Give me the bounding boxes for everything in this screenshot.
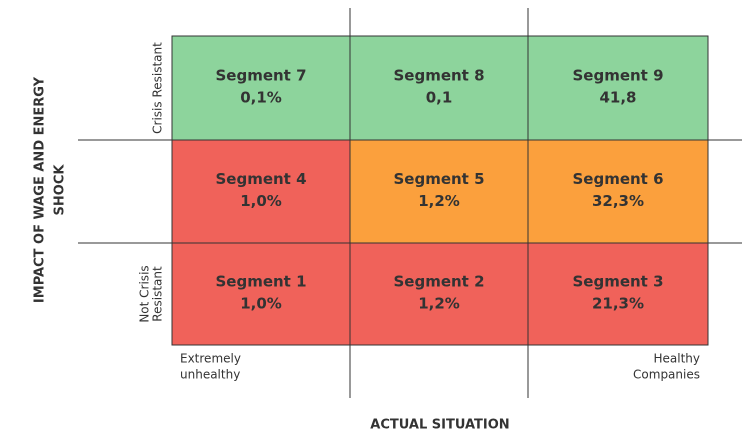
x-right-label: Companies [633,368,700,382]
segment-value: 1,0% [240,295,282,313]
row-label: Crisis Resistant [151,42,165,134]
segment-value: 1,2% [418,192,460,210]
segment-name: Segment 7 [215,67,306,85]
segment-name: Segment 3 [572,273,663,291]
segment-cell [171,139,351,244]
segment-value: 1,2% [418,295,460,313]
segment-cell [527,139,709,244]
segment-name: Segment 4 [215,170,306,188]
segment-value: 1,0% [240,192,282,210]
segment-cell [349,139,529,244]
segment-name: Segment 5 [393,170,484,188]
segment-value: 21,3% [592,295,644,313]
segment-value: 0,1 [426,89,453,107]
segment-name: Segment 1 [215,273,306,291]
x-axis-title: ACTUAL SITUATION [370,418,509,433]
y-axis-title: IMPACT OF WAGE AND ENERGY [33,76,48,303]
segment-name: Segment 8 [393,67,484,85]
segment-cell [171,35,351,141]
segment-name: Segment 2 [393,273,484,291]
segment-cell [349,242,529,346]
segment-name: Segment 6 [572,170,663,188]
x-right-label: Healthy [653,352,700,366]
segment-value: 32,3% [592,192,644,210]
segment-cell [527,35,709,141]
segment-value: 0,1% [240,89,282,107]
y-axis-title: SHOCK [53,164,68,216]
segment-cell [349,35,529,141]
row-label: Resistant [151,266,165,322]
x-left-label: unhealthy [180,368,240,382]
segment-value: 41,8 [599,89,636,107]
x-left-label: Extremely [180,352,241,366]
row-label: Not Crisis [138,265,152,322]
segment-cell [171,242,351,346]
segment-name: Segment 9 [572,67,663,85]
